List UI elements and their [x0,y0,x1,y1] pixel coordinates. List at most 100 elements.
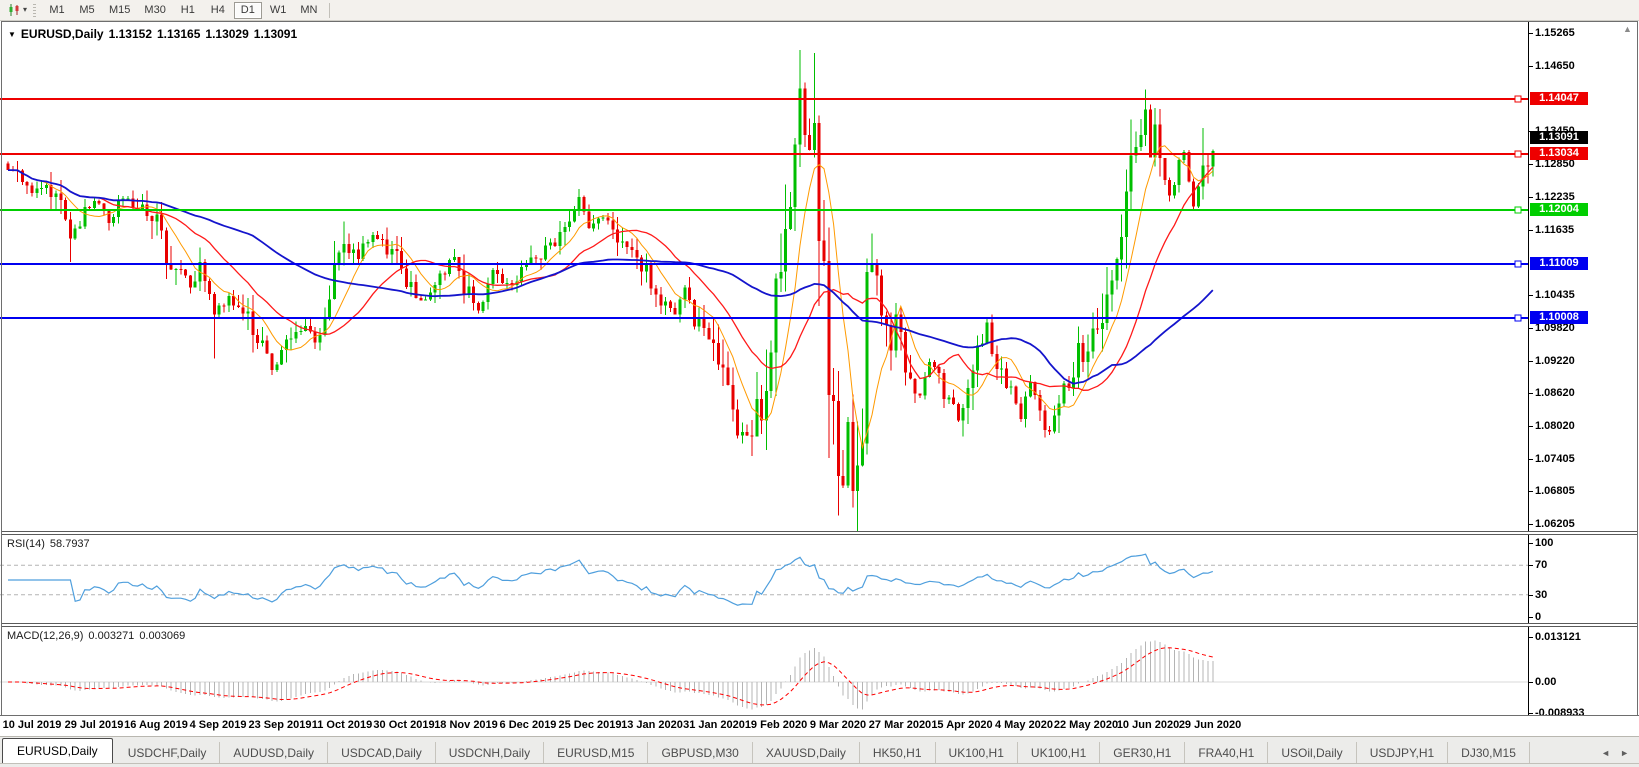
panel-separator-rsi[interactable] [2,531,1638,535]
timeframe-toolbar: M1 M5 M15 M30 H1 H4 D1 W1 MN [42,0,324,21]
chart-tab-hk50-h1[interactable]: HK50,H1 [860,742,936,763]
chart-tab-usdchf-daily[interactable]: USDCHF,Daily [115,742,221,763]
chart-tab-eurusd-daily[interactable]: EURUSD,Daily [2,738,113,763]
status-bar [0,763,1639,767]
tab-scroll-left-icon[interactable]: ◄ [1601,748,1611,758]
date-axis-label: 30 Oct 2019 [373,719,435,731]
price-axis-tick-mark [1528,425,1533,427]
chart-tab-xauusd-daily[interactable]: XAUUSD,Daily [753,742,860,763]
price-axis-tick: 1.07405 [1535,452,1575,465]
chart-type-button[interactable]: ▾ [3,1,31,19]
timeframe-button-D1[interactable]: D1 [233,1,262,19]
price-axis-tick: 1.08020 [1535,419,1575,432]
current-price-label: 1.13091 [1530,130,1588,144]
chart-tab-usdjpy-h1[interactable]: USDJPY,H1 [1357,742,1449,763]
rsi-axis-tick: 70 [1535,559,1548,572]
chart-tab-usdcnh-daily[interactable]: USDCNH,Daily [436,742,545,763]
price-line-label: 1.12004 [1530,202,1588,216]
price-line-label: 1.14047 [1530,92,1588,105]
price-axis-tick: 1.08620 [1535,387,1575,400]
price-axis-tick-mark [1528,229,1533,231]
price-axis-line[interactable] [1528,21,1529,716]
rsi-indicator-canvas[interactable] [0,535,1528,625]
macd-label: MACD(12,26,9) 0.003271 0.003069 [7,630,185,642]
date-axis-label: 29 Jul 2019 [64,719,124,731]
price-axis-tick-mark [1528,328,1533,330]
collapse-triangle-icon[interactable]: ▼ [8,29,16,39]
timeframe-button-H1[interactable]: H1 [180,4,195,16]
date-axis-label: 31 Jan 2020 [683,719,745,731]
chart-tab-usoil-daily[interactable]: USOil,Daily [1268,742,1357,763]
date-axis-label: 18 Nov 2019 [434,719,498,731]
price-axis-tick-mark [1528,294,1533,296]
timeframe-button-M15[interactable]: M15 [109,4,131,16]
timeframe-button-M5[interactable]: M5 [79,4,95,16]
price-line-label: 1.13034 [1530,146,1588,160]
rsi-value: 58.7937 [49,538,90,550]
rsi-axis-tick: 30 [1535,588,1548,601]
chart-tab-gbpusd-m30[interactable]: GBPUSD,M30 [648,742,753,763]
ohlc-high: 1.13165 [157,27,201,41]
chart-tab-usdcad-daily[interactable]: USDCAD,Daily [328,742,436,763]
price-axis-tick: 1.06205 [1535,517,1575,530]
price-axis-tick: 1.10435 [1535,288,1575,301]
price-axis-tick-mark [1528,66,1533,68]
chart-tab-eurusd-m15[interactable]: EURUSD,M15 [544,742,649,763]
chart-tab-audusd-daily[interactable]: AUDUSD,Daily [220,742,329,763]
date-axis-label: 4 Sep 2019 [189,719,247,731]
date-axis[interactable]: 10 Jul 2019 29 Jul 2019 16 Aug 2019 4 Sep 2… [0,715,1639,736]
chart-tab-list: EURUSD,Daily USDCHF,Daily AUDUSD,Daily USDC… [0,736,1591,763]
timeframe-button-M30[interactable]: M30 [144,4,166,16]
price-axis-tick-mark [1528,393,1533,395]
date-axis-label: 10 Jun 2020 [1116,719,1180,731]
price-chart-canvas[interactable] [0,21,1528,533]
chart-tab-bar: EURUSD,Daily USDCHF,Daily AUDUSD,Daily USDC… [0,736,1639,763]
rsi-axis-tick: 100 [1535,537,1554,549]
rsi-axis-tick-mark [1528,565,1533,567]
date-axis-label: 22 May 2020 [1053,719,1119,731]
panel-separator-macd[interactable] [2,623,1638,627]
chart-tab-uk100-h1[interactable]: UK100,H1 [1018,742,1101,763]
tab-scroll-right-icon[interactable]: ► [1620,748,1629,758]
price-axis-tick: 1.09820 [1535,322,1575,335]
price-axis-tick-mark [1528,33,1533,34]
timeframe-button-M1[interactable]: M1 [49,4,65,16]
price-axis-tick-mark [1528,458,1533,460]
ohlc-open: 1.13152 [108,27,152,41]
chart-tab-dj30-m15[interactable]: DJ30,M15 [1448,742,1530,763]
date-axis-label: 15 Apr 2020 [931,719,993,731]
rsi-axis-tick-mark [1528,594,1533,596]
ohlc-low: 1.13029 [205,27,249,41]
date-axis-label: 29 Jun 2020 [1178,719,1242,731]
price-axis-tick: 1.12850 [1535,157,1575,170]
macd-indicator-canvas[interactable] [0,627,1528,715]
date-axis-label: 10 Jul 2019 [2,719,62,731]
price-axis-tick: 1.14650 [1535,60,1575,73]
price-axis-tick-mark [1528,491,1533,493]
scroll-up-icon[interactable]: ▲ [1623,24,1632,34]
macd-name: MACD(12,26,9) [7,630,84,642]
macd-value: 0.003271 [88,630,135,642]
chart-title: ▼ EURUSD,Daily 1.13152 1.13165 1.13029 1… [8,27,297,41]
date-axis-label: 16 Aug 2019 [124,719,188,731]
chart-tab-fra40-h1[interactable]: FRA40,H1 [1185,742,1269,763]
timeframe-button-W1[interactable]: W1 [269,4,287,16]
price-line-label: 1.11009 [1530,256,1588,270]
chart-tab-uk100-h1[interactable]: UK100,H1 [936,742,1018,763]
timeframe-button-MN[interactable]: MN [300,4,318,16]
timeframe-button-H4[interactable]: H4 [210,4,225,16]
toolbar-grip[interactable] [33,3,37,17]
price-axis-tick: 1.11635 [1535,223,1575,236]
symbol-period-label: EURUSD,Daily [20,27,104,41]
price-axis-tick-mark [1528,163,1533,165]
date-axis-label: 6 Dec 2019 [499,719,557,731]
tab-scroll-arrows: ◄ ► [1591,748,1639,763]
macd-signal-value: 0.003069 [139,630,186,642]
macd-axis-tick-mark [1528,682,1533,683]
toolbar: ▾ M1 M5 M15 M30 H1 H4 D1 W1 MN [0,0,1639,21]
macd-axis-tick-mark [1528,712,1533,714]
chart-tab-ger30-h1[interactable]: GER30,H1 [1100,742,1186,763]
rsi-label: RSI(14) 58.7937 [7,538,90,550]
date-axis-label: 13 Jan 2020 [621,719,683,731]
